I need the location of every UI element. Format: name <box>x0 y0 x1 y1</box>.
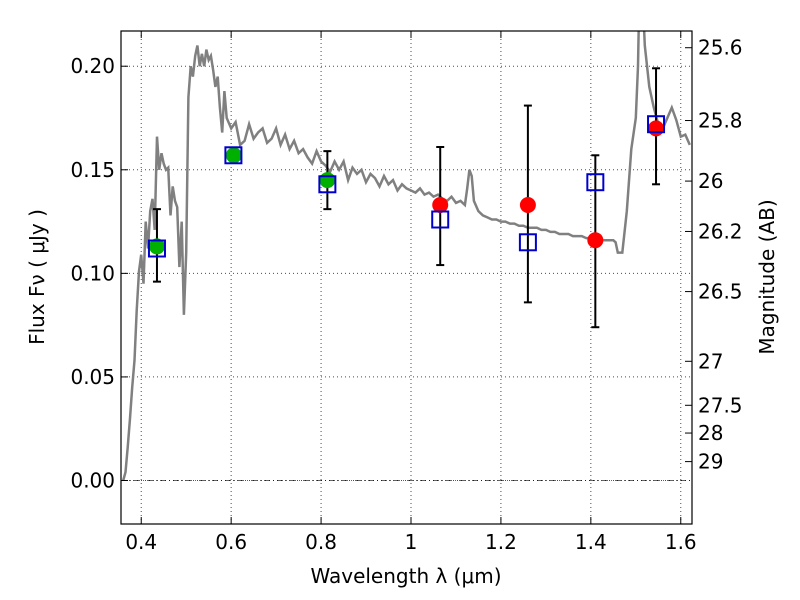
observed-point-green <box>225 147 242 164</box>
observed-point-green <box>148 238 165 255</box>
model-flux-box <box>647 115 666 134</box>
magnitude-tick-label: 26.2 <box>698 219 743 243</box>
magnitude-tick-label: 29 <box>698 450 723 474</box>
x-axis-label: Wavelength λ (μm) <box>310 564 501 588</box>
magnitude-tick-label: 27 <box>698 349 723 373</box>
model-flux-box <box>586 173 605 192</box>
x-tick-label: 0.8 <box>305 530 337 554</box>
magnitude-tick-label: 26 <box>698 169 723 193</box>
plot-background <box>121 31 692 524</box>
model-flux-box <box>224 146 243 165</box>
y-tick-label: 0.05 <box>70 365 115 389</box>
x-tick-label: 0.6 <box>215 530 247 554</box>
y-axis-label: Flux Fν ( μJy ) <box>25 209 49 345</box>
observed-point-red <box>648 120 665 137</box>
magnitude-tick-label: 25.6 <box>698 36 743 60</box>
x-tick-label: 0.4 <box>125 530 157 554</box>
y-tick-label: 0.10 <box>70 261 115 285</box>
observed-point-green <box>319 172 336 189</box>
model-flux-box <box>431 210 450 229</box>
observed-point-red <box>519 197 536 213</box>
model-boxes <box>147 115 666 258</box>
y-axis-ticks: 0.00 0.05 0.10 0.15 0.20 <box>70 54 128 493</box>
magnitude-tick-label: 25.8 <box>698 109 743 133</box>
model-flux-box <box>518 233 537 252</box>
observed-point-red <box>587 232 604 249</box>
model-flux-box <box>147 239 166 258</box>
magnitude-tick-label: 28 <box>698 421 723 445</box>
magnitude-tick-label: 27.5 <box>698 393 743 417</box>
y-tick-label: 0.20 <box>70 54 115 78</box>
y-tick-label: 0.00 <box>70 469 115 493</box>
y-tick-label: 0.15 <box>70 158 115 182</box>
x-axis-ticks: 0.4 0.6 0.8 1 1.2 1.4 1.6 <box>125 31 697 554</box>
x-tick-label: 1.6 <box>665 530 697 554</box>
model-flux-box <box>318 175 337 194</box>
plot-frame <box>120 30 693 525</box>
x-tick-label: 1.2 <box>485 530 517 554</box>
x-tick-label: 1.4 <box>575 530 607 554</box>
observed-point-red <box>432 197 449 213</box>
magnitude-axis-label: Magnitude (AB) <box>755 199 779 354</box>
magnitude-axis-ticks: 25.6 25.8 26 26.2 26.5 27 27.5 28 29 <box>685 36 743 474</box>
x-tick-label: 1 <box>405 530 418 554</box>
magnitude-tick-label: 26.5 <box>698 280 743 304</box>
